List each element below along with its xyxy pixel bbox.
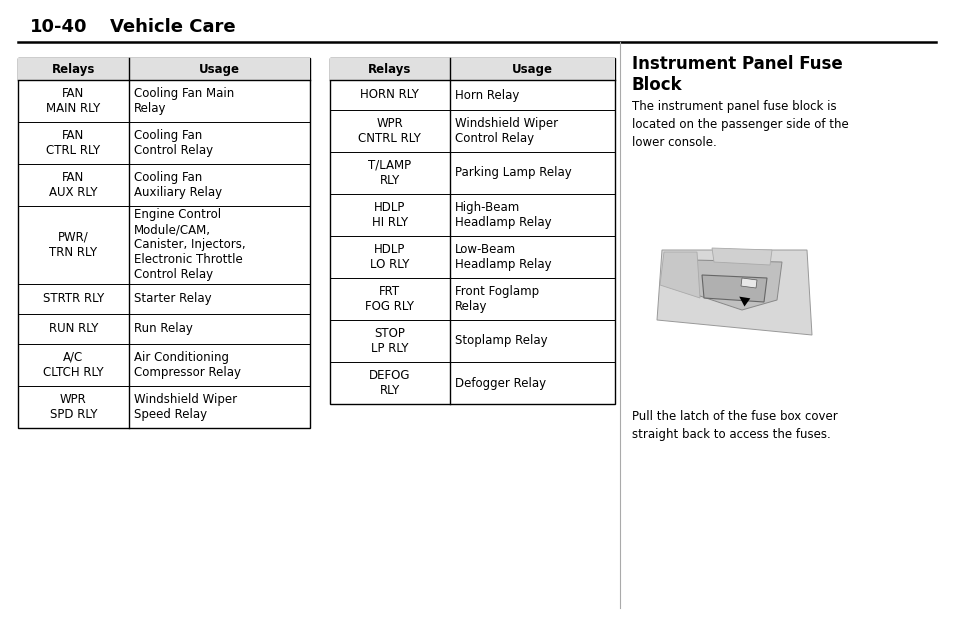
Text: RUN RLY: RUN RLY — [49, 322, 98, 336]
Bar — [18, 58, 310, 428]
Text: Cooling Fan Main
Relay: Cooling Fan Main Relay — [133, 87, 234, 115]
Text: HDLP
LO RLY: HDLP LO RLY — [370, 243, 409, 271]
Polygon shape — [659, 252, 700, 298]
Text: Vehicle Care: Vehicle Care — [110, 18, 235, 36]
Text: Defogger Relay: Defogger Relay — [455, 376, 545, 390]
Text: Windshield Wiper
Control Relay: Windshield Wiper Control Relay — [455, 117, 558, 145]
Text: DEFOG
RLY: DEFOG RLY — [369, 369, 410, 397]
Text: Relays: Relays — [51, 63, 95, 75]
Text: T/LAMP
RLY: T/LAMP RLY — [368, 159, 411, 187]
Text: Front Foglamp
Relay: Front Foglamp Relay — [455, 285, 538, 313]
Text: Run Relay: Run Relay — [133, 322, 193, 336]
Polygon shape — [701, 275, 766, 302]
Polygon shape — [657, 250, 811, 335]
Text: Parking Lamp Relay: Parking Lamp Relay — [455, 167, 571, 179]
Text: FAN
CTRL RLY: FAN CTRL RLY — [47, 129, 100, 157]
Text: Instrument Panel Fuse: Instrument Panel Fuse — [631, 55, 841, 73]
Text: Engine Control
Module/CAM,
Canister, Injectors,
Electronic Throttle
Control Rela: Engine Control Module/CAM, Canister, Inj… — [133, 209, 245, 281]
Text: Windshield Wiper
Speed Relay: Windshield Wiper Speed Relay — [133, 393, 237, 421]
Bar — [18, 58, 310, 80]
Text: Cooling Fan
Auxiliary Relay: Cooling Fan Auxiliary Relay — [133, 171, 222, 199]
Bar — [330, 58, 615, 404]
Text: FRT
FOG RLY: FRT FOG RLY — [365, 285, 414, 313]
Bar — [641, 220, 821, 360]
Text: Usage: Usage — [512, 63, 553, 75]
Text: Stoplamp Relay: Stoplamp Relay — [455, 334, 547, 348]
Text: Starter Relay: Starter Relay — [133, 292, 212, 306]
Text: HDLP
HI RLY: HDLP HI RLY — [372, 201, 408, 229]
Text: FAN
AUX RLY: FAN AUX RLY — [50, 171, 97, 199]
Text: Pull the latch of the fuse box cover
straight back to access the fuses.: Pull the latch of the fuse box cover str… — [631, 410, 837, 441]
Polygon shape — [740, 278, 757, 288]
Text: A/C
CLTCH RLY: A/C CLTCH RLY — [43, 351, 104, 379]
Bar — [330, 58, 615, 80]
Text: STOP
LP RLY: STOP LP RLY — [371, 327, 408, 355]
Text: High-Beam
Headlamp Relay: High-Beam Headlamp Relay — [455, 201, 551, 229]
Text: WPR
CNTRL RLY: WPR CNTRL RLY — [358, 117, 421, 145]
Text: PWR/
TRN RLY: PWR/ TRN RLY — [50, 231, 97, 259]
Text: FAN
MAIN RLY: FAN MAIN RLY — [47, 87, 100, 115]
Polygon shape — [691, 260, 781, 310]
Text: Low-Beam
Headlamp Relay: Low-Beam Headlamp Relay — [455, 243, 551, 271]
Text: 10-40: 10-40 — [30, 18, 88, 36]
Text: WPR
SPD RLY: WPR SPD RLY — [50, 393, 97, 421]
Text: Cooling Fan
Control Relay: Cooling Fan Control Relay — [133, 129, 213, 157]
Polygon shape — [711, 248, 771, 265]
Text: STRTR RLY: STRTR RLY — [43, 292, 104, 306]
Text: Usage: Usage — [199, 63, 240, 75]
Text: Relays: Relays — [368, 63, 411, 75]
Text: Block: Block — [631, 76, 682, 94]
Text: The instrument panel fuse block is
located on the passenger side of the
lower co: The instrument panel fuse block is locat… — [631, 100, 848, 149]
Text: HORN RLY: HORN RLY — [360, 89, 419, 101]
Text: Air Conditioning
Compressor Relay: Air Conditioning Compressor Relay — [133, 351, 241, 379]
Text: Horn Relay: Horn Relay — [455, 89, 518, 101]
